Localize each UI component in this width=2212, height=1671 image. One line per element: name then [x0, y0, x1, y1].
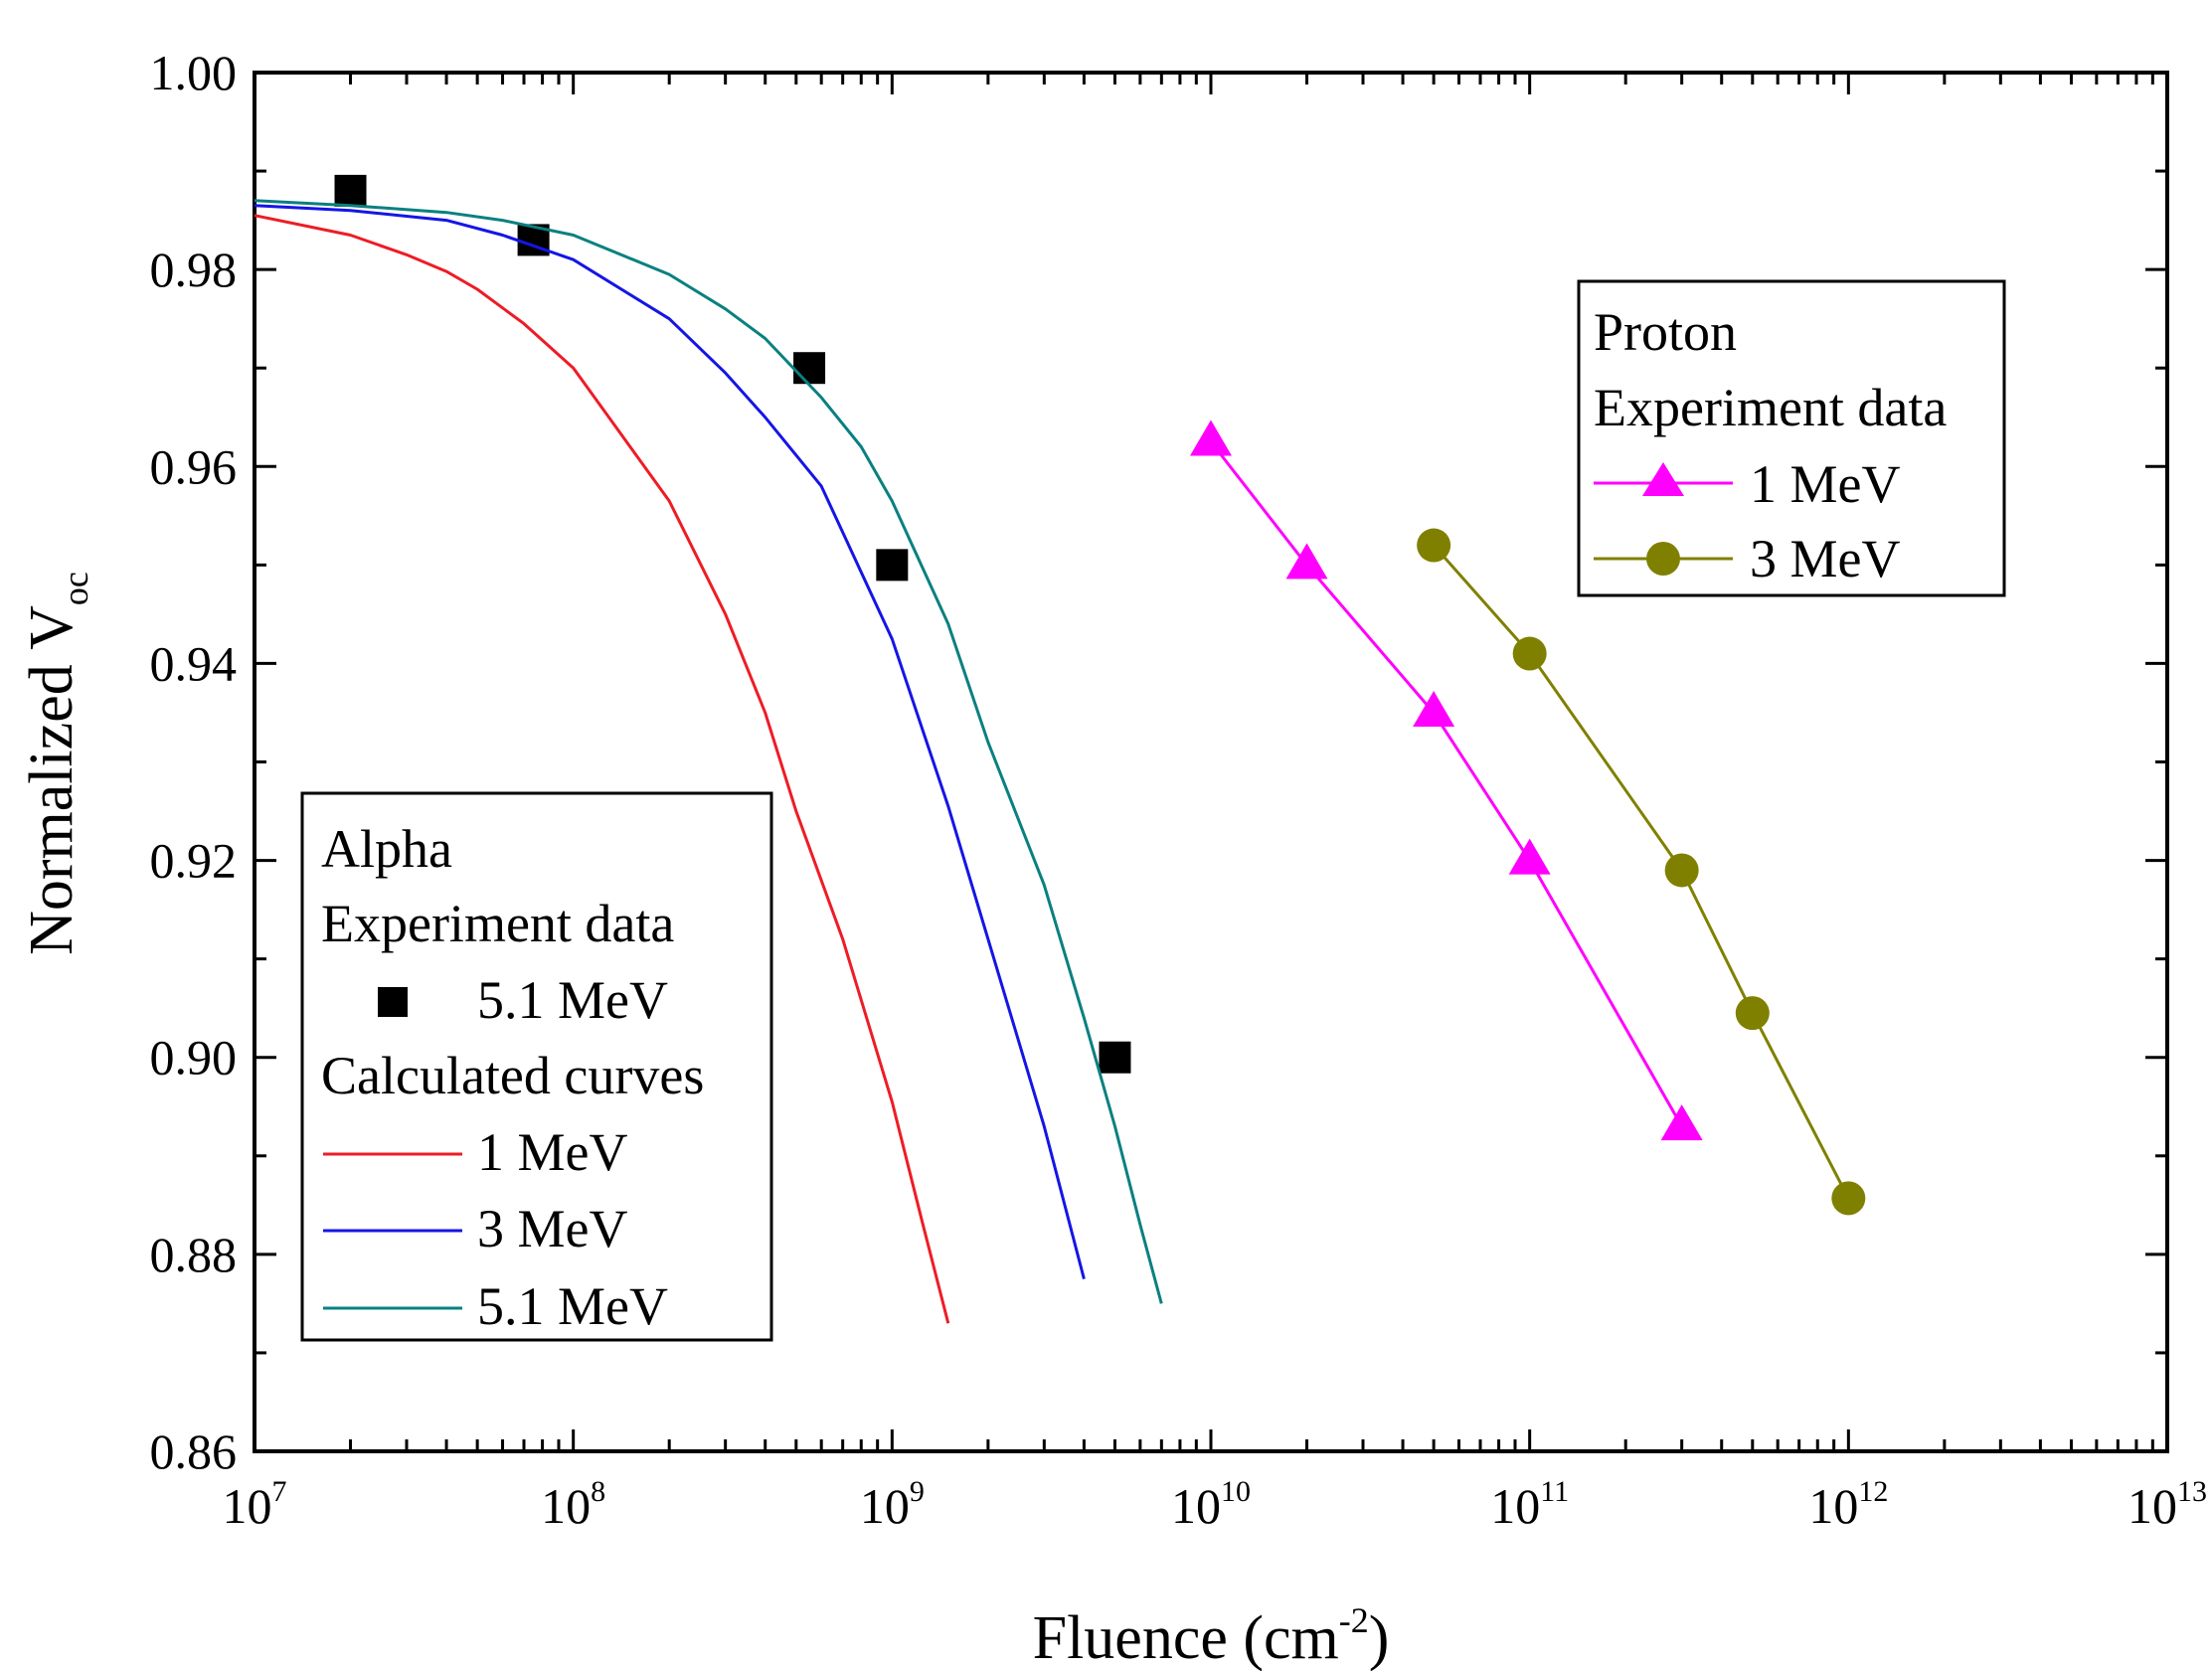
axis-ticks [253, 71, 2169, 1453]
x-axis-title-close: ) [1369, 1604, 1390, 1671]
x-tick-label: 109 [860, 1475, 925, 1534]
series-3 [254, 199, 1163, 1304]
legend-marker-circle [1646, 542, 1680, 576]
data-point-square [793, 352, 826, 385]
data-point-triangle [1285, 543, 1328, 580]
series-4 [1190, 419, 1703, 1141]
y-axis-title-sub: oc [56, 572, 95, 605]
x-tick-label: 107 [223, 1475, 287, 1534]
series-line [254, 199, 1163, 1304]
y-tick-label: 0.96 [150, 438, 238, 494]
legend-proton-label-3mev: 3 MeV [1750, 529, 1900, 588]
x-tick-label: 1011 [1490, 1475, 1569, 1534]
legend-alpha-subtitle: Experiment data [321, 894, 674, 953]
y-tick-label: 0.90 [150, 1030, 238, 1086]
y-tick-label: 0.88 [150, 1227, 238, 1282]
series-2 [254, 204, 1086, 1279]
data-point-square [876, 549, 909, 582]
series-0 [334, 174, 1131, 1074]
series-1 [254, 214, 950, 1324]
tick-labels: 0.86 0.88 0.90 0.92 0.94 0.96 0.98 1.00 107 108 10… [150, 45, 2208, 1534]
y-tick-label: 0.98 [150, 242, 238, 297]
data-point-square [334, 174, 367, 207]
legend-alpha-title: Alpha [321, 819, 452, 879]
y-tick-label: 0.92 [150, 833, 238, 889]
y-tick-label: 1.00 [150, 45, 238, 100]
x-tick-label: 1010 [1171, 1475, 1251, 1534]
legend-proton-title: Proton [1594, 302, 1737, 362]
data-point-circle [1831, 1181, 1866, 1216]
legend-alpha-label-3mev: 3 MeV [477, 1199, 627, 1258]
series-line [254, 204, 1086, 1279]
x-axis-title-sup: -2 [1339, 1600, 1369, 1640]
data-point-circle [1417, 528, 1451, 563]
legend-alpha-label-exp: 5.1 MeV [477, 970, 668, 1030]
data-point-triangle [1413, 690, 1455, 727]
legend-alpha-frame [300, 791, 773, 1342]
data-point-circle [1664, 853, 1699, 888]
legend-alpha-calc-header: Calculated curves [321, 1046, 704, 1105]
x-axis-title-main: Fluence (cm [1033, 1604, 1339, 1671]
legend-alpha: Alpha Experiment data 5.1 MeV Calculated… [300, 791, 773, 1342]
data-point-triangle [1660, 1104, 1703, 1141]
legend-proton: Proton Experiment data 1 MeV 3 MeV [1577, 279, 2006, 597]
legend-proton-subtitle: Experiment data [1594, 378, 1947, 437]
series-5 [1417, 528, 1866, 1216]
x-tick-label: 1012 [1808, 1475, 1888, 1534]
y-tick-label: 0.86 [150, 1423, 238, 1479]
x-axis-title: Fluence (cm-2) [1033, 1600, 1390, 1671]
data-point-triangle [1190, 419, 1232, 456]
data-point-square [1099, 1041, 1131, 1074]
x-tick-label: 1013 [2127, 1475, 2207, 1534]
y-axis-title: Normalized Voc [18, 572, 95, 955]
legend-alpha-label-1mev: 1 MeV [477, 1122, 627, 1182]
legend-alpha-marker-square [378, 987, 408, 1017]
data-point-circle [1735, 996, 1770, 1031]
series-line [1432, 544, 1850, 1200]
x-tick-label: 108 [541, 1475, 605, 1534]
data-point-circle [1512, 636, 1547, 671]
legend-marker-triangle [1642, 462, 1684, 496]
legend-proton-frame [1577, 279, 2006, 597]
legend-alpha-label-51mev: 5.1 MeV [477, 1276, 668, 1336]
data-point-triangle [1508, 838, 1551, 875]
series-layer [254, 174, 1866, 1324]
y-tick-label: 0.94 [150, 635, 238, 691]
series-line [254, 214, 950, 1324]
y-axis-title-main: Normalized V [18, 605, 85, 955]
legend-proton-label-1mev: 1 MeV [1750, 454, 1900, 514]
